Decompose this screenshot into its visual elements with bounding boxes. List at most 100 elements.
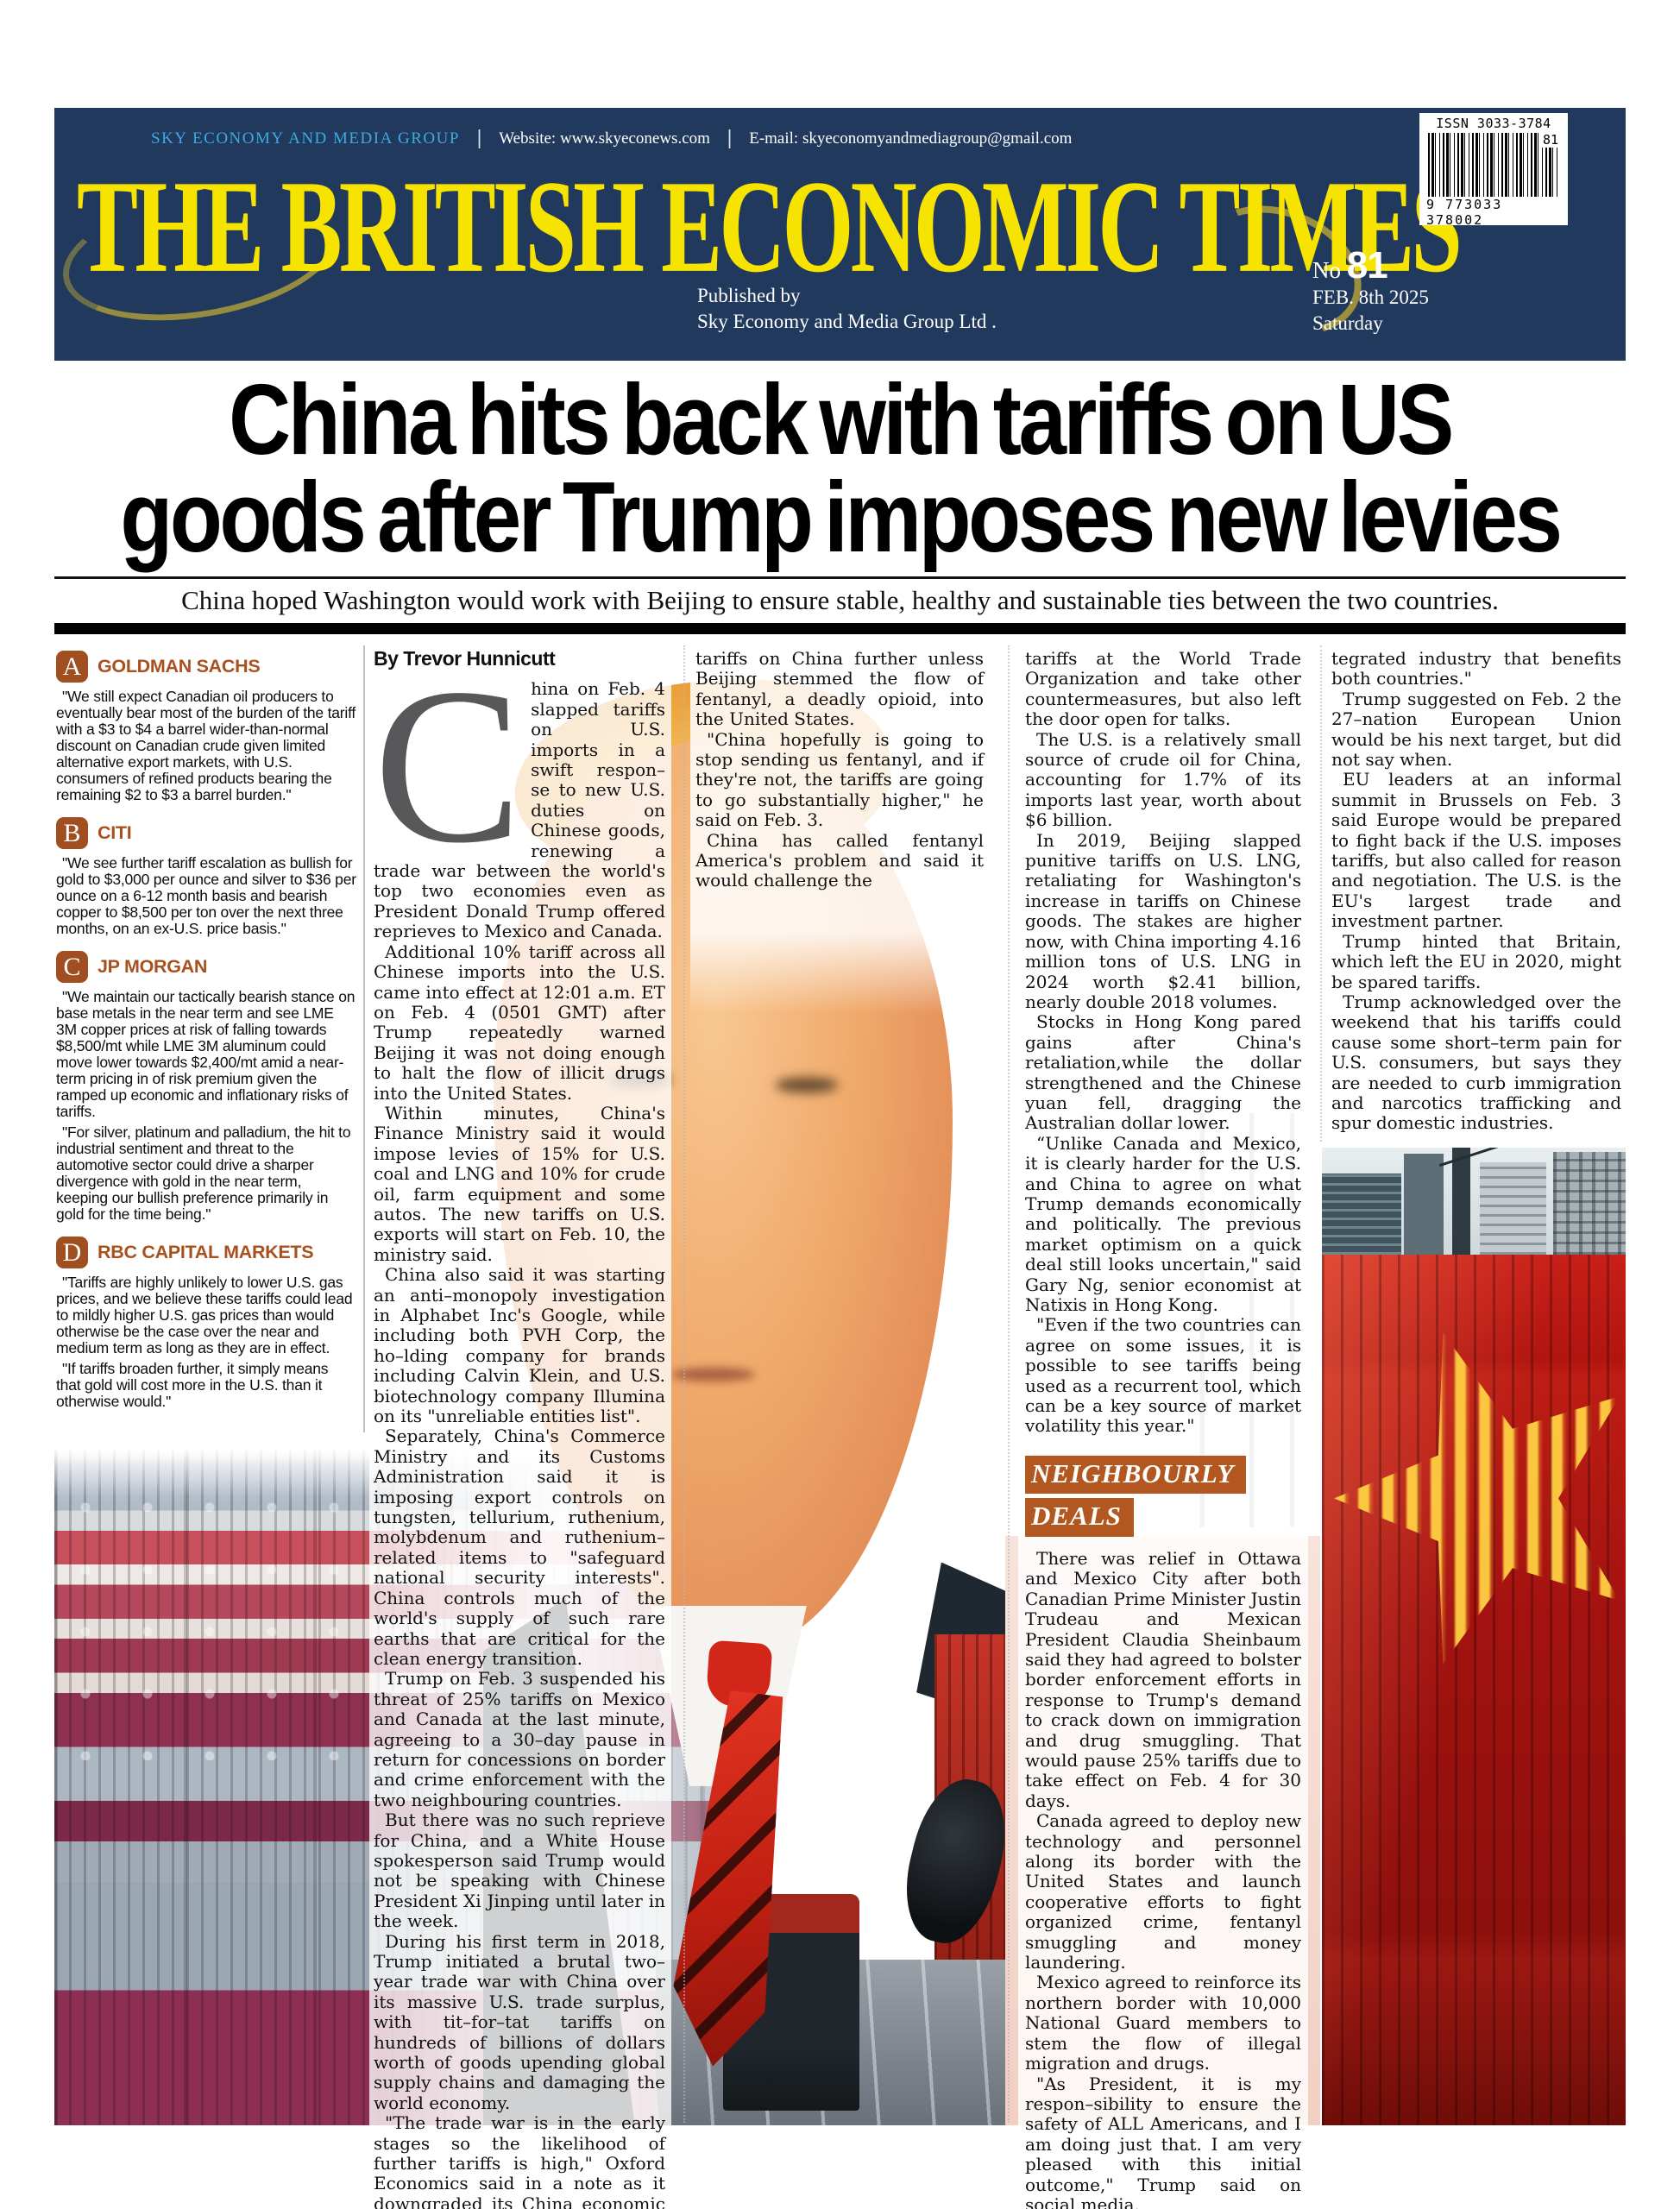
article-paragraph: China has called fentanyl America's prob… [695,829,984,891]
letter-badge: D [56,1237,88,1268]
article-column-4: tariffs at the World Trade Organization … [1025,648,1301,2209]
letter-badge: B [56,817,88,849]
date-value: FEB. 8th 2025 [1312,286,1429,308]
crane-tower [1452,1148,1471,1255]
barcode-digits: 9 773033 378002 [1426,197,1503,228]
quote-section-jpmorgan: C JP MORGAN "We maintain our tactically … [56,951,356,1223]
divider: | [727,127,733,149]
issue-date: FEB. 8th 2025 Saturday [1312,285,1429,337]
divider-rule-thin [54,576,1626,579]
building [1552,1151,1626,1255]
firm-name: GOLDMAN SACHS [98,656,261,677]
byline: By Trevor Hunnicutt [374,647,556,670]
firm-name: RBC CAPITAL MARKETS [98,1242,314,1262]
published-by-line2: Sky Economy and Media Group Ltd . [697,311,997,332]
quote-paragraph: "We see further tariff escalation as bul… [56,854,356,937]
article-paragraph: EU leaders at an informal summit in Brus… [1331,769,1621,932]
letter-badge: C [56,951,88,983]
issue-value: 81 [1346,244,1388,286]
article-paragraph: "China hopefully is going to stop sendin… [695,728,984,831]
article-column-5: tegrated industry that benefits both cou… [1331,648,1621,1134]
masthead: SKY ECONOMY AND MEDIA GROUP | Website: w… [54,108,1626,361]
article-paragraph: Separately, China's Commerce Ministry an… [374,1425,665,1669]
building [1322,1173,1401,1255]
issn-number: ISSN 3033-3784 [1436,116,1551,131]
text-wash-col2 [369,643,671,2125]
text-wash-col4 [1018,643,1308,2125]
article-paragraphs: There was relief in Ottawa and Mexico Ci… [1025,1548,1301,2209]
standfirst: China hoped Washington would work with B… [181,585,1499,615]
headline-line2: goods after Trump imposes new levies [120,461,1563,573]
article-paragraph: Canada agreed to deploy new technology a… [1025,1810,1301,1973]
firm-name: JP MORGAN [98,956,208,977]
article-paragraph: China also said it was starting an anti–… [374,1264,665,1427]
column-rule [363,645,365,1432]
article-paragraphs: tegrated industry that benefits both cou… [1331,648,1621,1134]
quote-paragraph: "We maintain our tactically bearish stan… [56,988,356,1120]
article-column-3: tariffs on China further unless Beijing … [695,648,984,891]
quote-section-rbc: D RBC CAPITAL MARKETS "Tariffs are highl… [56,1237,356,1410]
quote-paragraph: "If tariffs broaden further, it simply m… [56,1360,329,1410]
article-paragraph: tegrated industry that benefits both cou… [1331,648,1621,689]
newspaper-title: THE BRITISH ECONOMIC TIMES [77,152,1463,300]
email-label: E-mail: skyeconomyandmediagroup@gmail.co… [749,129,1073,148]
masthead-info-row: SKY ECONOMY AND MEDIA GROUP | Website: w… [151,127,1072,150]
publisher-group-label: SKY ECONOMY AND MEDIA GROUP [151,129,460,148]
building [1480,1162,1547,1255]
analyst-quotes-sidebar: A GOLDMAN SACHS "We still expect Canadia… [56,649,356,1414]
column-rule [1320,645,1322,1142]
issue-label: No [1312,257,1341,283]
article-paragraph: “Unlike Canada and Mexico, it is clearly… [1025,1132,1301,1315]
quote-paragraphs: "We see further tariff escalation as bul… [56,855,356,937]
column-rule [1008,645,1010,2123]
article-paragraph: Trump acknowledged over the weekend that… [1331,991,1621,1134]
quote-paragraphs: "We maintain our tactically bearish stan… [56,989,356,1223]
published-by: Published by Sky Economy and Media Group… [697,283,997,335]
article-paragraphs: Additional 10% tariff across all Chinese… [374,941,665,2209]
issn-barcode: ISSN 3033-3784 81 9 773033 378002 [1419,113,1568,228]
firm-name: CITI [98,822,132,843]
barcode-bars [1428,133,1559,197]
article-paragraph: In 2019, Beijing slapped punitive tariff… [1025,829,1301,1012]
barcode-corner-digits: 81 [1539,132,1561,148]
divider: | [476,127,482,149]
article-paragraph: Stocks in Hong Kong pared gains after Ch… [1025,1011,1301,1134]
article-paragraph: "Even if the two countries can agree on … [1025,1314,1301,1437]
article-paragraph: "As President, it is my respon–sibility … [1025,2073,1301,2209]
article-paragraph: tariffs at the World Trade Organization … [1025,648,1301,730]
quote-paragraph: "Tariffs are highly unlikely to lower U.… [56,1274,353,1356]
section-header-neighbourly-deals: NEIGHBOURLY DEALS [1025,1455,1301,1537]
published-by-line1: Published by [697,285,801,306]
text-wash-col3 [690,643,989,1014]
quote-paragraph: "For silver, platinum and palladium, the… [56,1123,351,1223]
website-label: Website: www.skyeconews.com [499,129,710,148]
building [1404,1154,1444,1255]
article-paragraph: Trump on Feb. 3 suspended his threat of … [374,1668,665,1810]
quote-paragraphs: "Tariffs are highly unlikely to lower U.… [56,1274,356,1410]
trump-eye-right [775,1077,839,1093]
article-paragraph: During his first term in 2018, Trump ini… [374,1930,665,2113]
drop-cap: C [374,642,523,890]
letter-badge: A [56,651,88,683]
article-paragraphs: tariffs on China further unless Beijing … [695,648,984,891]
article-paragraph: Trump hinted that Britain, which left th… [1331,930,1621,992]
main-headline: China hits back with tariffs on US goods… [117,363,1563,573]
issue-number: No 81 [1312,244,1388,287]
headline-line1: China hits back with tariffs on US [229,363,1454,475]
trump-mouth [670,1367,755,1382]
column-rule [683,645,685,2123]
china-red-container-photo [1322,1255,1626,2125]
article-paragraph: Additional 10% tariff across all Chinese… [374,941,665,1104]
quote-paragraph: "We still expect Canadian oil producers … [56,688,356,803]
quote-section-header: A GOLDMAN SACHS [56,651,356,683]
article-paragraph: But there was no such reprieve for China… [374,1809,665,1932]
section-header-line1: NEIGHBOURLY [1025,1455,1247,1495]
article-paragraphs: tariffs at the World Trade Organization … [1025,648,1301,1437]
city-skyline-photo [1322,1148,1626,1255]
day-value: Saturday [1312,312,1383,334]
quote-section-header: D RBC CAPITAL MARKETS [56,1237,356,1268]
article-paragraph: "The trade war is in the early stages so… [374,2112,665,2209]
